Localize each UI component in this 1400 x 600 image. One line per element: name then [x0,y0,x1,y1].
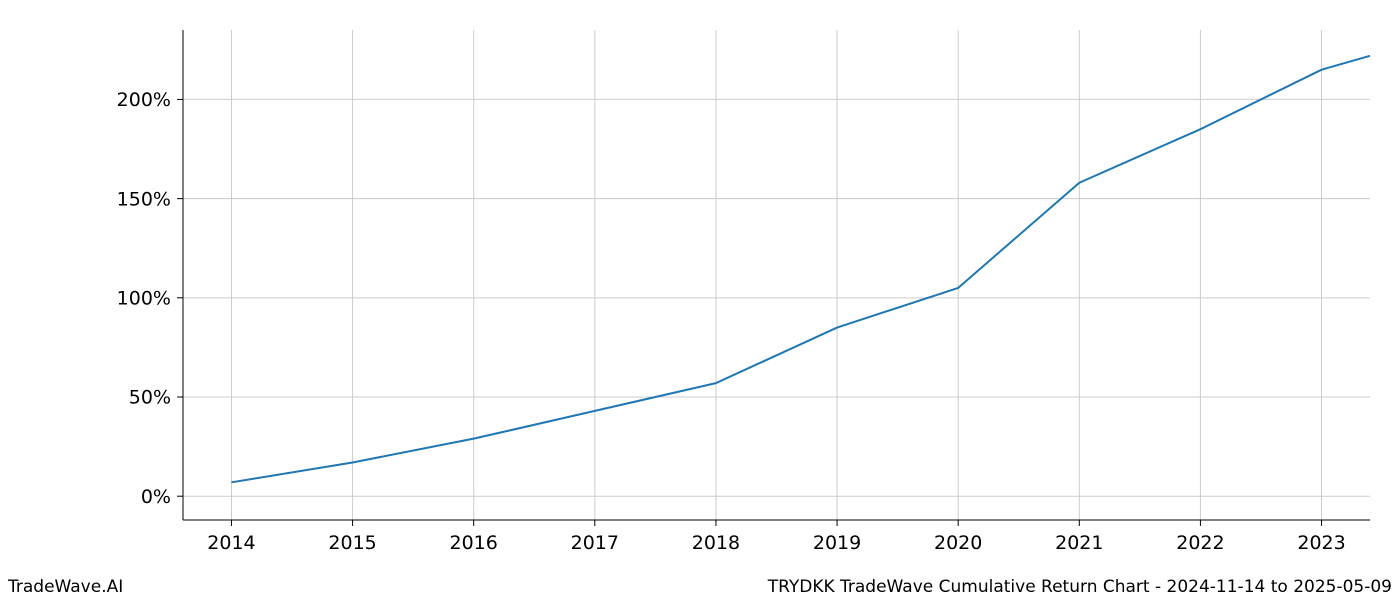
x-tick-label: 2021 [1055,532,1103,554]
chart-background [0,0,1400,600]
x-tick-label: 2020 [934,532,982,554]
x-tick-label: 2014 [207,532,255,554]
footer-left-label: TradeWave.AI [7,577,123,597]
x-tick-label: 2019 [813,532,861,554]
y-tick-label: 100% [117,287,171,309]
y-tick-label: 200% [117,89,171,111]
line-chart: 2014 2015 2016 2017 2018 2019 2020 2021 2022 2023… [0,0,1400,600]
y-tick-label: 150% [117,188,171,210]
x-tick-label: 2015 [328,532,376,554]
y-tick-label: 0% [141,486,171,508]
x-tick-label: 2017 [571,532,619,554]
x-tick-label: 2018 [692,532,740,554]
x-tick-label: 2016 [450,532,498,554]
x-tick-label: 2023 [1297,532,1345,554]
chart-container: 2014 2015 2016 2017 2018 2019 2020 2021 2022 2023… [0,0,1400,600]
y-tick-label: 50% [129,387,171,409]
x-tick-label: 2022 [1176,532,1224,554]
footer-right-label: TRYDKK TradeWave Cumulative Return Chart… [767,577,1392,597]
